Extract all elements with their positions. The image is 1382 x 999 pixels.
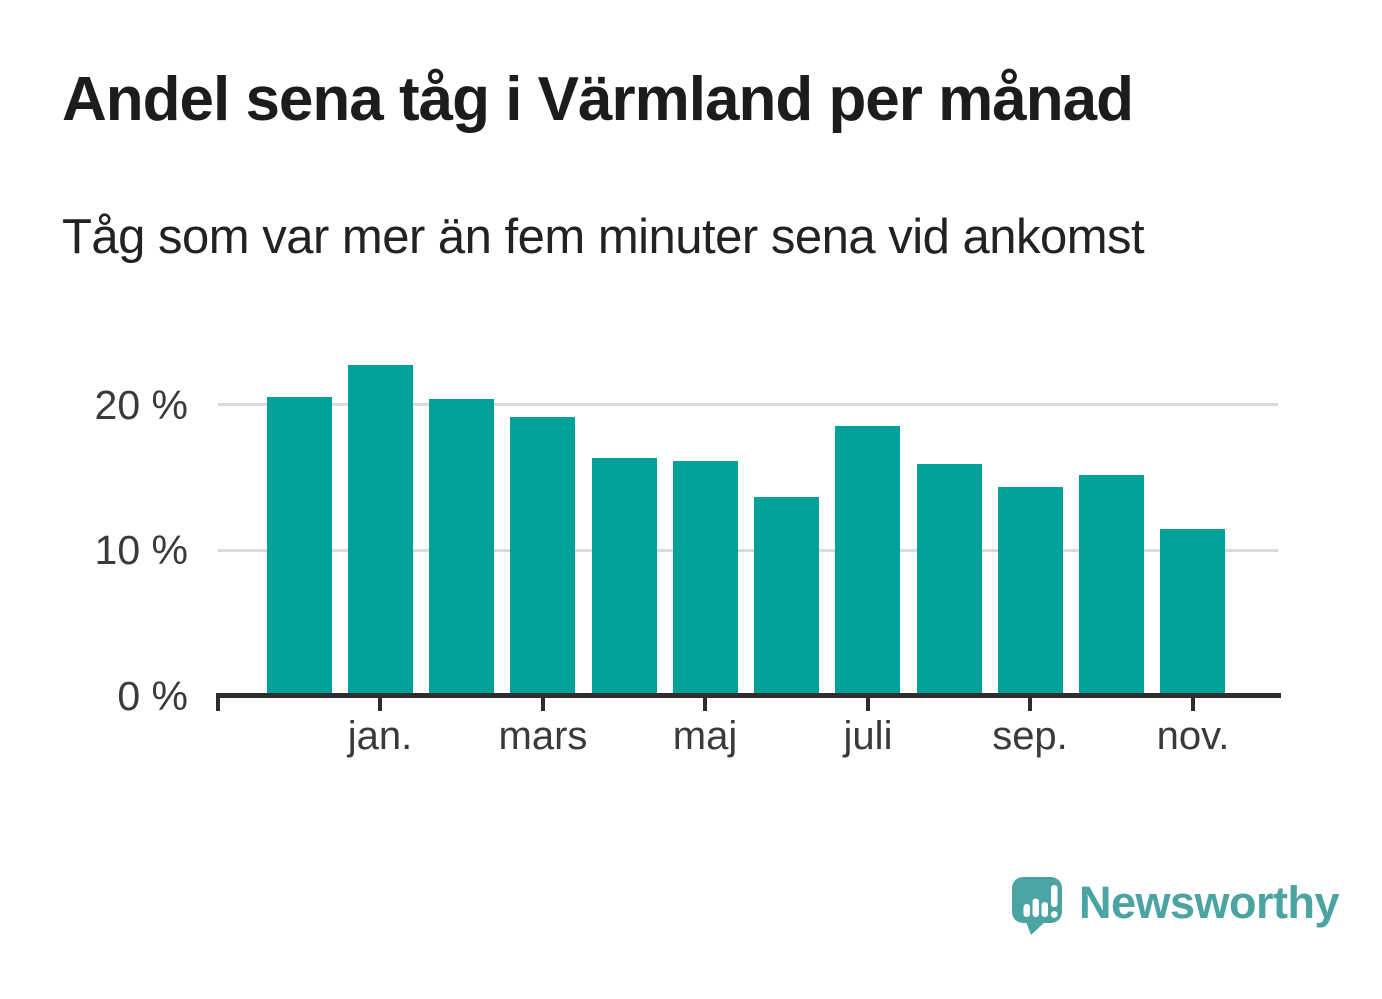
x-axis-tick [1028,698,1032,711]
bar-dec. [267,397,332,693]
bar-aug. [917,464,982,693]
x-axis-tick [378,698,382,711]
x-axis-tick [866,698,870,711]
chart-subtitle: Tåg som var mer än fem minuter sena vid … [62,210,1145,264]
bar-okt. [1079,475,1144,693]
x-axis-label: sep. [992,714,1068,758]
x-axis-tick [541,698,545,711]
bar-feb. [429,399,494,693]
bar-nov. [1160,529,1225,693]
grid-line [218,549,1278,552]
bar-jan. [348,365,413,693]
x-axis-tick [1191,698,1195,711]
bar-juli [835,426,900,693]
chart-title: Andel sena tåg i Värmland per månad [62,65,1134,134]
bar-juni [754,497,819,693]
newsworthy-logo: Newsworthy [1012,877,1340,943]
x-axis-label: nov. [1156,714,1230,758]
bar-april [592,458,657,693]
x-axis-tick [216,698,220,711]
x-axis-label: mars [498,714,588,758]
x-axis-label: jan. [347,714,413,758]
newsworthy-logo-text: Newsworthy [1079,877,1340,928]
grid-line [218,403,1278,406]
x-axis-label: maj [672,714,738,758]
x-axis-label: juli [843,714,893,758]
x-axis-line [216,693,1281,698]
y-axis-label: 20 % [94,382,188,428]
bar-mars [510,417,575,693]
bar-maj [673,461,738,693]
y-axis-label: 10 % [94,527,188,573]
x-axis-tick [703,698,707,711]
newsworthy-logo-icon [1012,877,1062,935]
y-axis-label: 0 % [117,673,188,719]
bar-sep. [998,487,1063,693]
